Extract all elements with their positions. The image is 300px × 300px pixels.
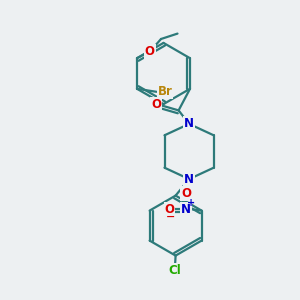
Text: N: N [184,117,194,130]
Text: N: N [184,172,194,186]
Text: Cl: Cl [169,263,182,277]
Text: O: O [151,98,161,111]
Text: O: O [145,45,154,58]
Text: +: + [187,197,195,208]
Text: O: O [164,202,175,216]
Text: O: O [181,187,191,200]
Text: −: − [165,212,175,222]
Text: Br: Br [158,85,172,98]
Text: N: N [181,202,191,216]
